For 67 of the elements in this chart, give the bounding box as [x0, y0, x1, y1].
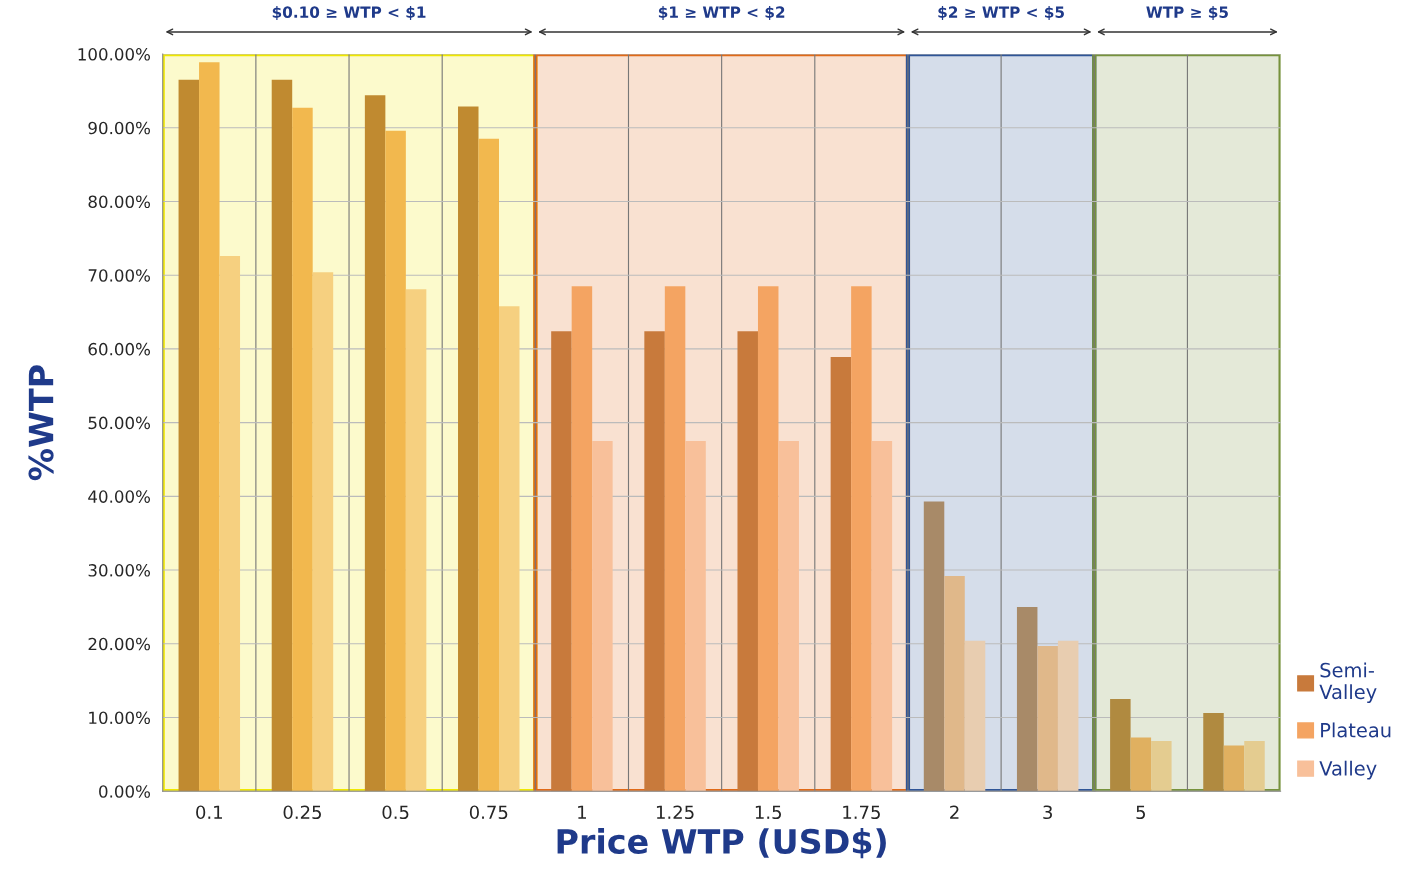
bar	[405, 289, 427, 792]
x-axis-title: Price WTP (USD$)	[557, 828, 886, 859]
y-tick-label: 20.00%	[88, 637, 150, 651]
bar	[1016, 606, 1038, 792]
legend-label: Semi- Valley	[1319, 662, 1377, 704]
bar	[1244, 741, 1265, 792]
bar	[1223, 745, 1245, 792]
bar	[364, 95, 386, 792]
bar	[219, 256, 241, 792]
bar	[571, 286, 593, 792]
x-tick-label: 0.1	[196, 805, 222, 820]
bar	[644, 331, 665, 792]
bar	[551, 331, 572, 792]
bar	[478, 138, 500, 792]
y-tick-label: 40.00%	[88, 490, 150, 503]
text: WTP ≥ $5	[1146, 6, 1228, 20]
bar	[944, 575, 965, 792]
bar	[1130, 737, 1152, 792]
y-tick-label: 100.00%	[78, 48, 150, 61]
bar	[923, 501, 945, 792]
bar	[1110, 699, 1131, 792]
x-tick-label: 0.5	[382, 805, 409, 820]
x-tick-label: 3	[1043, 805, 1052, 820]
bar	[1151, 741, 1172, 792]
x-tick-label: 0.75	[469, 805, 508, 820]
bar	[1057, 640, 1079, 792]
legend-label: Valley	[1319, 760, 1377, 780]
bar	[851, 286, 872, 792]
x-tick-label: 0.25	[283, 805, 321, 820]
bar	[292, 107, 313, 792]
bar	[778, 441, 799, 792]
bar	[385, 130, 406, 792]
bar	[964, 640, 986, 792]
y-tick-label: 80.00%	[88, 195, 150, 209]
y-axis-title: %WTP	[28, 365, 54, 481]
bar	[1203, 713, 1224, 792]
y-tick-label: 70.00%	[88, 269, 150, 282]
bar	[458, 106, 479, 792]
bar	[664, 286, 686, 792]
bar	[737, 331, 758, 792]
bar	[312, 272, 334, 792]
bar	[499, 306, 520, 792]
bar	[271, 79, 293, 792]
x-tick-label: 1	[578, 805, 586, 819]
bar	[1037, 645, 1058, 792]
bar	[830, 357, 852, 792]
band-label: $1 ≥ WTP < $2	[658, 6, 785, 20]
y-tick-label: 30.00%	[88, 564, 150, 577]
x-tick-label: 1.25	[656, 805, 694, 820]
y-tick-label: 10.00%	[89, 711, 150, 725]
y-tick-label: 90.00%	[88, 121, 150, 135]
bar	[199, 62, 220, 792]
x-tick-label: 1.75	[843, 805, 880, 820]
bar	[871, 441, 893, 792]
bar	[757, 286, 779, 792]
band-label: $0.10 ≥ WTP < $1	[272, 6, 426, 20]
bar	[685, 441, 706, 792]
y-tick-label: 0.00%	[99, 785, 150, 798]
x-tick-label: 1.5	[755, 805, 782, 820]
bar	[592, 441, 613, 792]
x-tick-label: 5	[1136, 805, 1146, 820]
bar	[178, 79, 200, 792]
x-tick-label: 2	[950, 805, 959, 819]
band-label: $2 ≥ WTP < $5	[938, 6, 1064, 20]
y-tick-label: 50.00%	[88, 416, 150, 430]
legend-label: Plateau	[1321, 722, 1391, 738]
y-tick-label: 60.00%	[88, 342, 150, 356]
